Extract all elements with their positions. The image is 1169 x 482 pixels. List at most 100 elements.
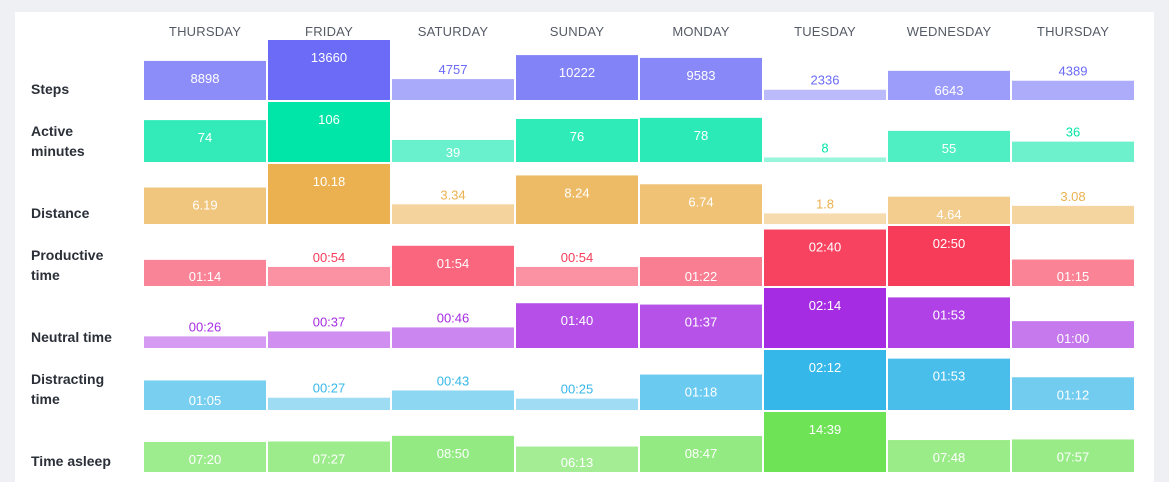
cell-value-label: 01:00 bbox=[1057, 331, 1090, 346]
cell-value-label: 00:43 bbox=[437, 373, 470, 388]
cell-value-label: 3.08 bbox=[1060, 189, 1085, 204]
chart-card: THURSDAY FRIDAY SATURDAY SUNDAY MONDAY TUESDA… bbox=[15, 12, 1154, 482]
cell-value-label: 00:27 bbox=[313, 381, 346, 396]
heatmap-cell bbox=[764, 89, 886, 100]
heatmap-cell bbox=[888, 358, 1010, 410]
heatmap-cell bbox=[516, 175, 638, 224]
heatmap-cell bbox=[1012, 259, 1134, 286]
cell-value-label: 39 bbox=[446, 145, 460, 160]
heatmap-cell bbox=[268, 266, 390, 286]
heatmap-cell bbox=[764, 157, 886, 162]
heatmap-cell bbox=[392, 139, 514, 162]
heatmap-cell bbox=[1012, 439, 1134, 472]
heatmap-cell bbox=[516, 55, 638, 100]
heatmap-cell bbox=[888, 297, 1010, 348]
cell-value-label: 08:50 bbox=[437, 446, 470, 461]
cell-value-label: 10222 bbox=[559, 65, 595, 80]
cell-value-label: 01:15 bbox=[1057, 269, 1090, 284]
heatmap-cell bbox=[144, 380, 266, 410]
cell-value-label: 2336 bbox=[811, 73, 840, 88]
heatmap-cell bbox=[268, 441, 390, 472]
column-header: TUESDAY bbox=[794, 24, 856, 39]
cell-value-label: 02:14 bbox=[809, 298, 842, 313]
cell-value-label: 8.24 bbox=[564, 185, 589, 200]
cell-value-label: 01:37 bbox=[685, 315, 718, 330]
row-label: Steps bbox=[31, 81, 69, 97]
column-header: THURSDAY bbox=[1037, 24, 1109, 39]
cell-value-label: 74 bbox=[198, 130, 212, 145]
heatmap-cell bbox=[1012, 321, 1134, 348]
heatmap-cell bbox=[888, 130, 1010, 162]
row-label: Productive bbox=[31, 247, 104, 263]
heatmap-cell bbox=[144, 259, 266, 286]
heatmap-chart: THURSDAY FRIDAY SATURDAY SUNDAY MONDAY TUESDA… bbox=[31, 24, 1134, 472]
column-header: THURSDAY bbox=[169, 24, 241, 39]
cell-value-label: 6643 bbox=[935, 83, 964, 98]
cell-value-label: 4.64 bbox=[936, 207, 961, 222]
row-label: minutes bbox=[31, 143, 85, 159]
cell-value-label: 01:14 bbox=[189, 269, 222, 284]
row-label: Distance bbox=[31, 205, 90, 221]
heatmap-cell bbox=[640, 436, 762, 472]
cell-value-label: 01:53 bbox=[933, 369, 966, 384]
cell-value-label: 02:40 bbox=[809, 240, 842, 255]
heatmap-cell bbox=[516, 118, 638, 162]
cell-value-label: 36 bbox=[1066, 125, 1080, 140]
heatmap-cell bbox=[888, 196, 1010, 224]
cell-value-label: 07:27 bbox=[313, 451, 346, 466]
heatmap-cell bbox=[144, 187, 266, 224]
cell-value-label: 01:40 bbox=[561, 313, 594, 328]
cell-value-label: 14:39 bbox=[809, 422, 842, 437]
cell-value-label: 8898 bbox=[191, 71, 220, 86]
heatmap-cell bbox=[144, 336, 266, 348]
heatmap-cell bbox=[764, 213, 886, 224]
cell-value-label: 4389 bbox=[1059, 64, 1088, 79]
heatmap-cell bbox=[392, 79, 514, 100]
cell-value-label: 01:54 bbox=[437, 256, 470, 271]
heatmap-cell bbox=[516, 398, 638, 410]
heatmap-cell bbox=[640, 184, 762, 224]
cell-value-label: 01:05 bbox=[189, 393, 222, 408]
cell-value-label: 4757 bbox=[439, 62, 468, 77]
heatmap-cell bbox=[392, 435, 514, 472]
cell-value-label: 76 bbox=[570, 129, 584, 144]
heatmap-cell bbox=[144, 441, 266, 472]
column-header: WEDNESDAY bbox=[907, 24, 992, 39]
heatmap-cell bbox=[392, 245, 514, 286]
cell-value-label: 01:53 bbox=[933, 307, 966, 322]
cell-value-label: 106 bbox=[318, 112, 340, 127]
row-label: Distracting bbox=[31, 371, 104, 387]
heatmap-cell bbox=[268, 164, 390, 224]
cell-value-label: 8 bbox=[821, 140, 828, 155]
cell-value-label: 00:54 bbox=[313, 250, 346, 265]
cell-value-label: 07:20 bbox=[189, 452, 222, 467]
heatmap-cell bbox=[764, 412, 886, 472]
cell-value-label: 00:26 bbox=[189, 319, 222, 334]
row-label: Time asleep bbox=[31, 453, 111, 469]
row-label: Active bbox=[31, 123, 73, 139]
cell-value-label: 02:50 bbox=[933, 236, 966, 251]
heatmap-cell bbox=[392, 327, 514, 348]
heatmap-cell bbox=[516, 446, 638, 472]
cell-value-label: 9583 bbox=[687, 68, 716, 83]
row-label: Neutral time bbox=[31, 329, 112, 345]
cell-value-label: 6.74 bbox=[688, 194, 713, 209]
heatmap-cell bbox=[764, 350, 886, 410]
heatmap-cell bbox=[764, 229, 886, 286]
heatmap-cell bbox=[888, 226, 1010, 286]
cell-value-label: 01:18 bbox=[685, 385, 718, 400]
cell-value-label: 1.8 bbox=[816, 196, 834, 211]
cell-value-label: 01:12 bbox=[1057, 387, 1090, 402]
cell-value-label: 10.18 bbox=[313, 174, 346, 189]
heatmap-cell bbox=[268, 40, 390, 100]
heatmap-cell bbox=[640, 117, 762, 162]
column-header: FRIDAY bbox=[305, 24, 353, 39]
heatmap-cell bbox=[1012, 205, 1134, 224]
heatmap-cell bbox=[1012, 80, 1134, 100]
cell-value-label: 6.19 bbox=[192, 198, 217, 213]
heatmap-cell bbox=[640, 374, 762, 410]
cell-value-label: 06:13 bbox=[561, 455, 594, 470]
heatmap-cell bbox=[144, 120, 266, 162]
cell-value-label: 00:54 bbox=[561, 250, 594, 265]
heatmap-cell bbox=[268, 397, 390, 410]
